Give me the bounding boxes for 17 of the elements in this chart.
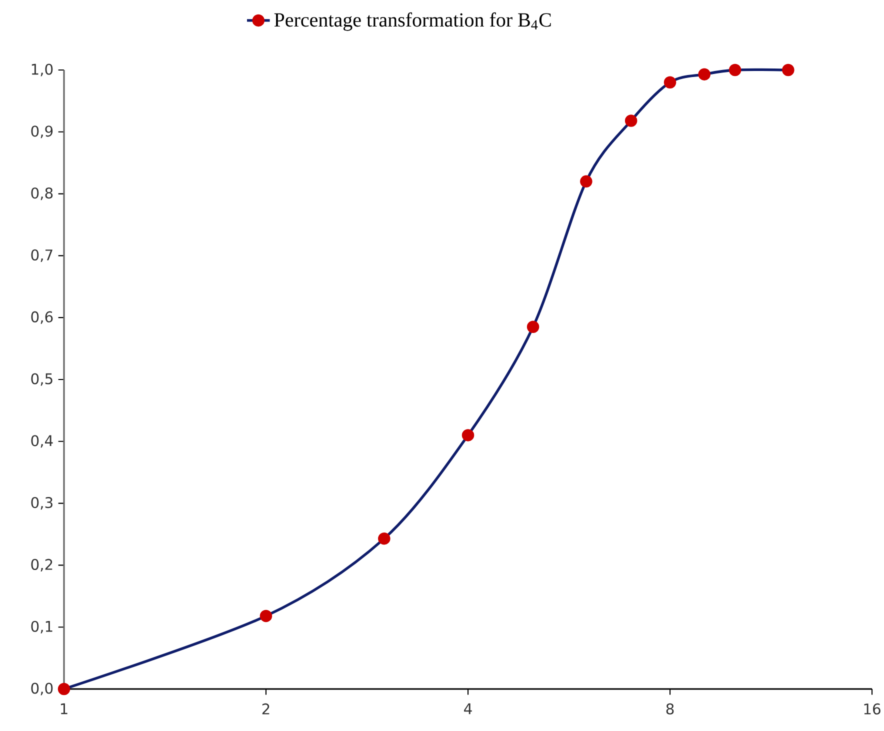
y-tick-label: 0,1 xyxy=(31,620,52,634)
x-tick-label: 16 xyxy=(864,703,880,714)
y-tick-label: 1,0 xyxy=(32,64,53,76)
y-tick-label: 0,6 xyxy=(31,311,53,324)
legend-label: Percentage transformation for B$_{4}$C xyxy=(274,12,551,31)
x-tick-label: 4 xyxy=(464,703,472,714)
y-tick-label: 0,5 xyxy=(31,373,52,386)
y-tick-label: 0,3 xyxy=(31,497,52,510)
x-tick-label: 8 xyxy=(666,703,674,714)
x-tick-label: 2 xyxy=(262,703,270,714)
y-tick-label: 0,7 xyxy=(31,249,52,262)
y-tick-label: 0,4 xyxy=(31,435,53,448)
y-tick-label: 0,2 xyxy=(31,558,52,572)
x-tick-label: 1 xyxy=(60,703,68,714)
y-tick-label: 0,0 xyxy=(31,682,53,696)
y-tick-label: 0,8 xyxy=(31,188,53,200)
y-tick-label: 0,9 xyxy=(31,126,53,138)
